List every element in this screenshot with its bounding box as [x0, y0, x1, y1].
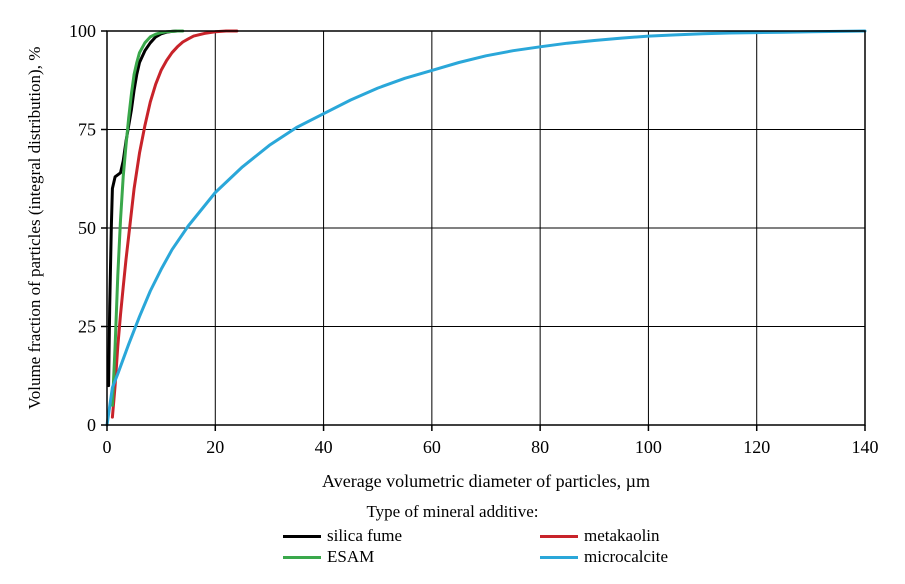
legend-label-metakaolin: metakaolin: [584, 526, 660, 545]
y-tick-label: 50: [78, 218, 96, 238]
legend-label-microcalcite: microcalcite: [584, 547, 669, 566]
series-line-microcalcite: [105, 29, 867, 427]
x-tick-label: 120: [743, 437, 770, 457]
y-axis-label: Volume fraction of particles (integral d…: [25, 47, 44, 410]
legend-swatch-metakaolin: [540, 534, 578, 538]
legend-entry-metakaolin: metakaolin: [540, 526, 660, 546]
legend-swatch-microcalcite: [540, 555, 578, 559]
y-tick-label: 0: [87, 415, 96, 435]
x-tick-label: 80: [531, 437, 549, 457]
series-line-ESAM: [110, 29, 185, 407]
x-tick-label: 140: [852, 437, 879, 457]
legend-label-esam: ESAM: [327, 547, 375, 566]
y-tick-label: 25: [78, 317, 96, 337]
legend-label-silica-fume: silica fume: [327, 526, 403, 545]
x-tick-label: 40: [315, 437, 333, 457]
series-line-metakaolin: [110, 29, 239, 419]
legend-swatch-esam: [283, 555, 321, 559]
x-axis-label: Average volumetric diameter of particles…: [322, 471, 650, 491]
x-tick-label: 60: [423, 437, 441, 457]
x-tick-label: 0: [103, 437, 112, 457]
x-tick-label: 100: [635, 437, 662, 457]
legend-entry-esam: ESAM: [283, 547, 374, 567]
y-tick-label: 100: [69, 21, 96, 41]
legend-entry-microcalcite: microcalcite: [540, 547, 668, 567]
legend-title: Type of mineral additive:: [366, 502, 539, 521]
axes-layer: 0 20 40 60 80 100 120 140 0 25 50 75 100: [69, 21, 879, 457]
legend-entry-silica-fume: silica fume: [283, 526, 402, 546]
series-layer: [105, 29, 867, 427]
y-tick-label: 75: [78, 120, 96, 140]
legend-swatch-silica-fume: [283, 534, 321, 538]
grid: [107, 31, 865, 425]
x-tick-label: 20: [206, 437, 224, 457]
